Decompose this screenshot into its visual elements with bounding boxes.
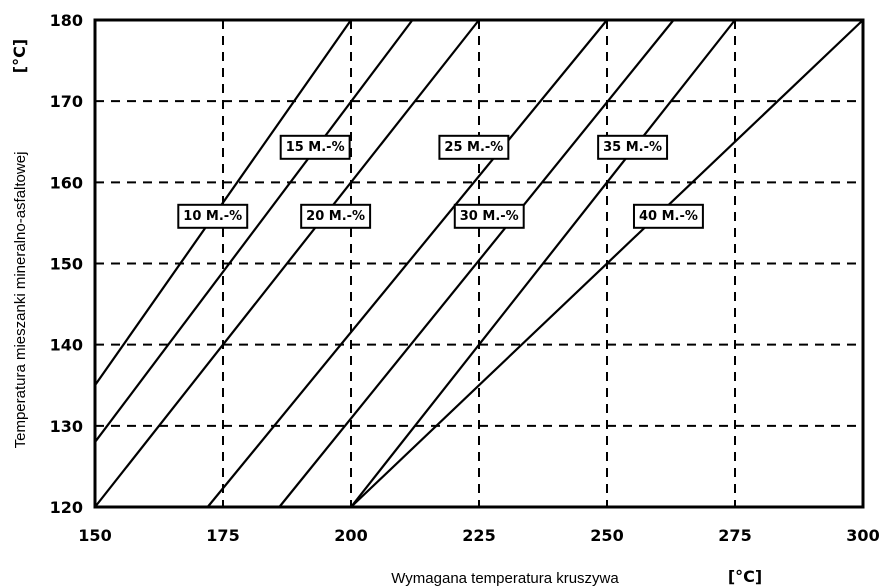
series-line (94, 19, 480, 508)
x-axis-title: Wymagana temperatura kruszywa (391, 570, 619, 587)
x-axis-unit: [°C] (728, 567, 762, 586)
x-tick-label: 250 (590, 526, 623, 545)
series-line (350, 19, 736, 508)
series-line (278, 19, 675, 508)
series-line (350, 19, 864, 508)
series-label: 40 M.-% (632, 203, 704, 229)
y-tick-label: 170 (50, 92, 83, 111)
x-tick-label: 150 (78, 526, 111, 545)
x-tick-label: 300 (846, 526, 879, 545)
series-label-text: 10 M.-% (183, 209, 242, 224)
y-tick-label: 120 (50, 498, 83, 517)
gridlines (95, 20, 863, 507)
y-tick-labels: 120 130 140 150 160 170 180 (50, 11, 83, 517)
series-label-box (438, 134, 510, 160)
series-label-text: 20 M.-% (306, 209, 365, 224)
series-line (206, 19, 608, 508)
y-axis-title: Temperatura mieszanki mineralno-asfaltow… (12, 152, 29, 449)
series-label-text: 25 M.-% (444, 140, 503, 155)
series-label-box (597, 134, 669, 160)
series-label-box (632, 203, 704, 229)
x-tick-label: 275 (718, 526, 751, 545)
y-axis-unit: [°C] (10, 39, 29, 73)
series-label: 15 M.-% (279, 134, 351, 160)
series-label: 20 M.-% (300, 203, 372, 229)
x-tick-label: 175 (206, 526, 239, 545)
series-label-box (300, 203, 372, 229)
series-labels: 10 M.-% 15 M.-% 20 M.-% 25 M.-% 30 M.-% 35 M.… (177, 134, 704, 229)
series-label-text: 35 M.-% (603, 140, 662, 155)
y-tick-label: 130 (50, 417, 83, 436)
x-tick-label: 200 (334, 526, 367, 545)
series-line (94, 19, 352, 386)
series-label-text: 30 M.-% (460, 209, 519, 224)
series-label: 10 M.-% (177, 203, 249, 229)
series-label: 30 M.-% (453, 203, 525, 229)
series-label-box (453, 203, 525, 229)
series-label-box (177, 203, 249, 229)
series-lines (94, 19, 864, 508)
series-label: 25 M.-% (438, 134, 510, 160)
y-tick-label: 140 (50, 336, 83, 355)
y-tick-label: 160 (50, 173, 83, 192)
series-label-text: 40 M.-% (639, 209, 698, 224)
y-tick-label: 150 (50, 255, 83, 274)
x-tick-label: 225 (462, 526, 495, 545)
plot-frame (93, 18, 865, 509)
series-label-text: 15 M.-% (286, 140, 345, 155)
x-tick-labels: 150 175 200 225 250 275 300 (78, 526, 879, 545)
y-tick-label: 180 (50, 11, 83, 30)
series-label-box (279, 134, 351, 160)
series-line (94, 19, 414, 443)
series-label: 35 M.-% (597, 134, 669, 160)
